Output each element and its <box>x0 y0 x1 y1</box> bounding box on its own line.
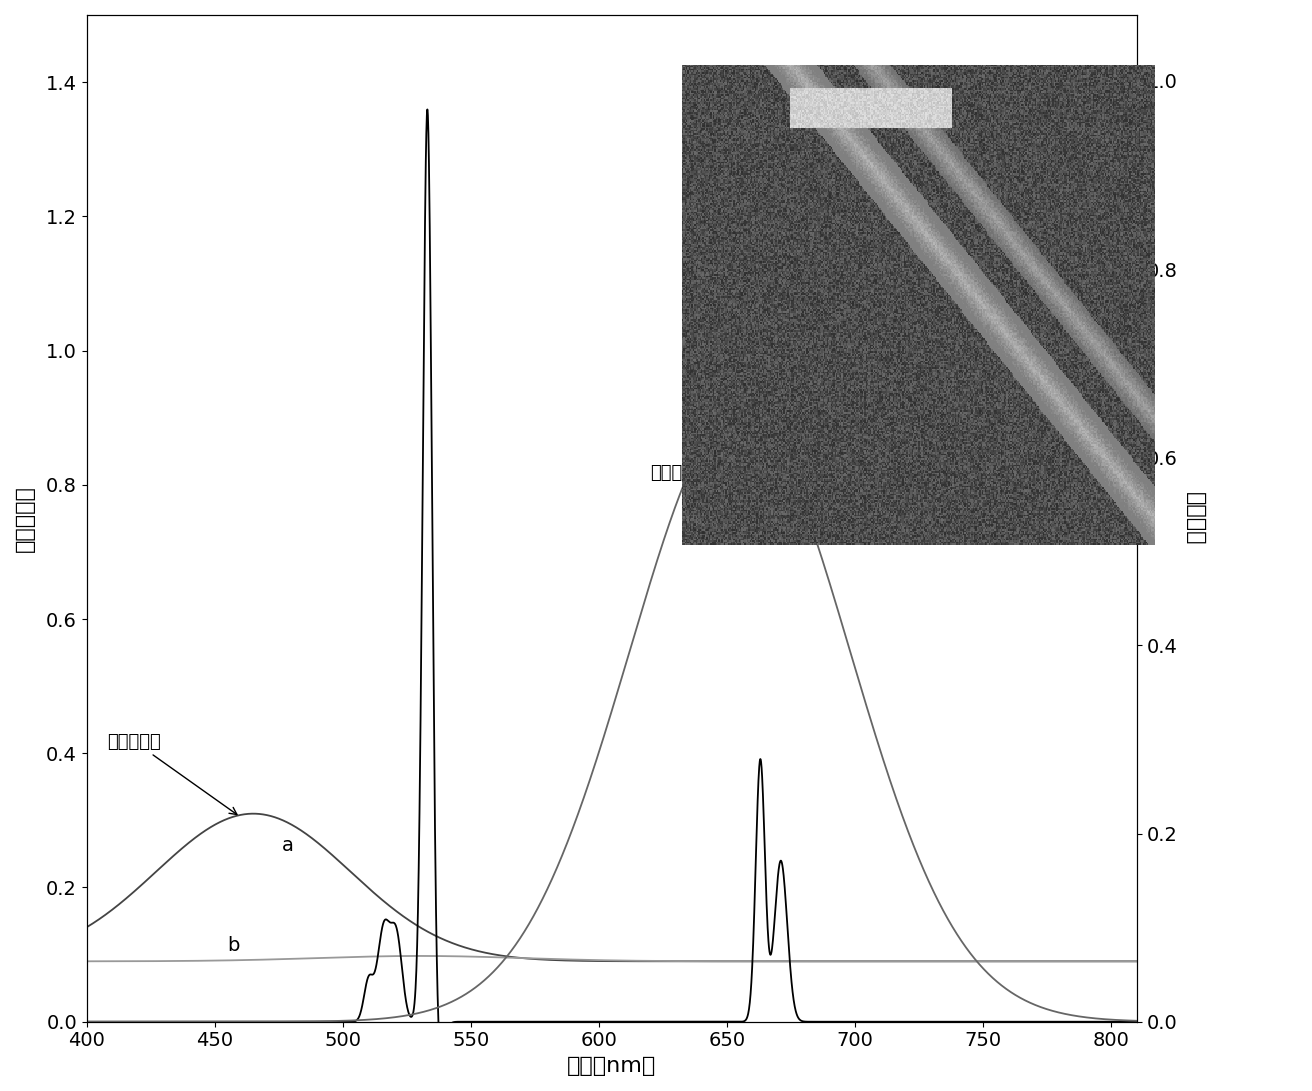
Y-axis label: 紫外吸光度: 紫外吸光度 <box>14 484 35 552</box>
Text: a: a <box>282 836 294 854</box>
Y-axis label: 荐光强度: 荐光强度 <box>1185 492 1206 546</box>
Text: 质子化峰: 质子化峰 <box>651 413 736 482</box>
Text: b: b <box>228 936 240 956</box>
X-axis label: 波长（nm）: 波长（nm） <box>567 1056 656 1076</box>
Text: 去质子化峰: 去质子化峰 <box>108 732 237 815</box>
